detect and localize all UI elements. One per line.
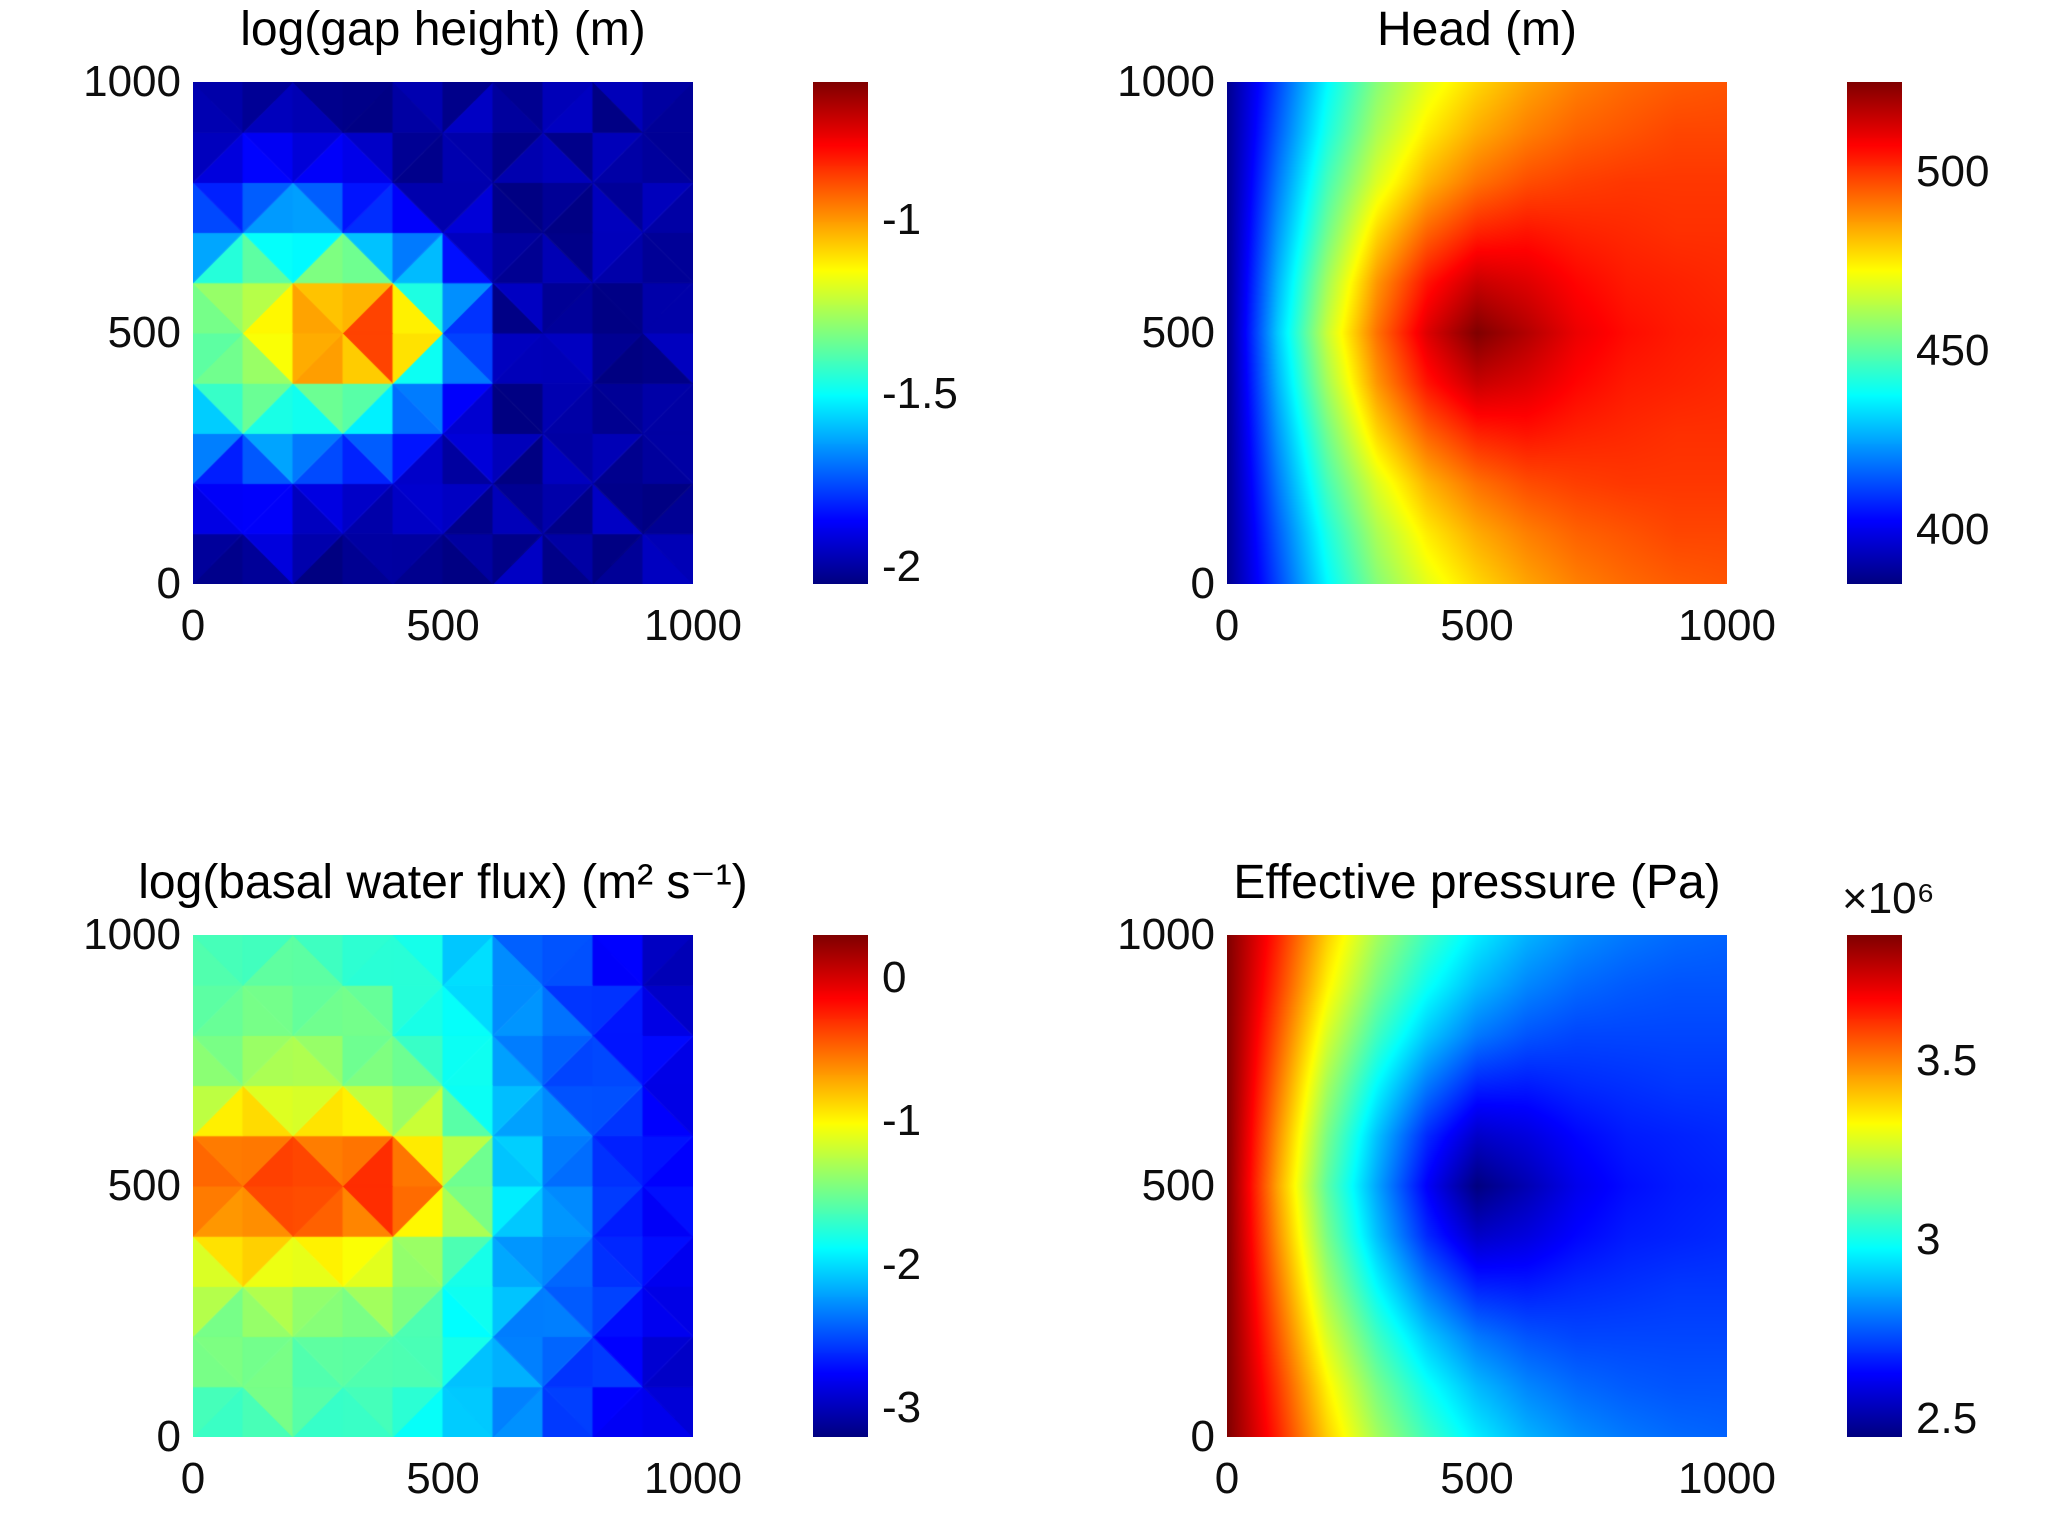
x-tick-label: 0: [1214, 1454, 1240, 1503]
panel-effective-pressure: Effective pressure (Pa) ×10⁶ 0 500 1000 0 50…: [1042, 853, 2057, 1520]
colorbar-tick-label: 500: [1916, 146, 1990, 196]
colorbar-tick-label: 0: [882, 953, 907, 1003]
x-tick-label: 500: [406, 1454, 480, 1503]
colorbar-canvas-head: [1847, 82, 1902, 584]
y-tick-label: 500: [107, 1161, 181, 1210]
colorbar-tick-label: -1: [882, 195, 922, 245]
colorbar-tick-label: -2: [882, 1239, 922, 1289]
colorbar-tick-label: -3: [882, 1383, 922, 1433]
y-tick-label: 1000: [83, 57, 181, 106]
y-tick-label: 500: [107, 308, 181, 357]
colorbar-tick-label: -2: [882, 541, 922, 591]
panel-head: Head (m) 0 500 1000 0 500 1000 500 450 400: [1042, 0, 2057, 667]
panel-gap-height: log(gap height) (m) 0 500 1000 0 500 1000 -1 -1…: [8, 0, 1023, 667]
y-tick-label: 1000: [1117, 910, 1215, 959]
x-tick-label: 500: [1440, 601, 1514, 650]
panel-basal-water-flux: log(basal water flux) (m² s⁻¹) 0 500 1000 0…: [8, 853, 1023, 1520]
colorbar-tick-label: -1.5: [882, 368, 958, 418]
colorbar-tick-label: 3.5: [1916, 1035, 1978, 1085]
heatmap-canvas-head: [1227, 82, 1727, 584]
colorbar-canvas-basal-water-flux: [813, 935, 868, 1437]
y-tick-label: 0: [156, 559, 181, 608]
colorbar-tick-label: 3: [1916, 1214, 1941, 1264]
y-tick-label: 500: [1141, 1161, 1215, 1210]
x-tick-label: 500: [406, 601, 480, 650]
colorbar-tick-label: -1: [882, 1096, 922, 1146]
chart-title-basal-water-flux: log(basal water flux) (m² s⁻¹): [138, 856, 748, 909]
chart-title-effective-pressure: Effective pressure (Pa): [1233, 856, 1721, 909]
colorbar-canvas-gap-height: [813, 82, 868, 584]
x-tick-label: 1000: [644, 601, 742, 650]
y-tick-label: 0: [1190, 1412, 1215, 1461]
x-tick-label: 500: [1440, 1454, 1514, 1503]
x-tick-label: 0: [180, 601, 206, 650]
colorbar-canvas-effective-pressure: [1847, 935, 1902, 1437]
x-tick-label: 1000: [1678, 601, 1776, 650]
y-tick-label: 0: [1190, 559, 1215, 608]
heatmap-canvas-basal-water-flux: [193, 935, 693, 1437]
x-tick-label: 1000: [1678, 1454, 1776, 1503]
y-tick-label: 500: [1141, 308, 1215, 357]
x-tick-label: 0: [1214, 601, 1240, 650]
colorbar-tick-label: 450: [1916, 325, 1990, 375]
x-tick-label: 1000: [644, 1454, 742, 1503]
y-tick-label: 1000: [1117, 57, 1215, 106]
heatmap-canvas-effective-pressure: [1227, 935, 1727, 1437]
heatmap-canvas-gap-height: [193, 82, 693, 584]
colorbar-tick-label: 400: [1916, 505, 1990, 555]
y-tick-label: 1000: [83, 910, 181, 959]
colorbar-tick-label: 2.5: [1916, 1394, 1978, 1444]
chart-title-gap-height: log(gap height) (m): [240, 3, 646, 56]
y-tick-label: 0: [156, 1412, 181, 1461]
chart-title-head: Head (m): [1376, 3, 1578, 56]
colorbar-multiplier-label: ×10⁶: [1842, 874, 1935, 923]
x-tick-label: 0: [180, 1454, 206, 1503]
